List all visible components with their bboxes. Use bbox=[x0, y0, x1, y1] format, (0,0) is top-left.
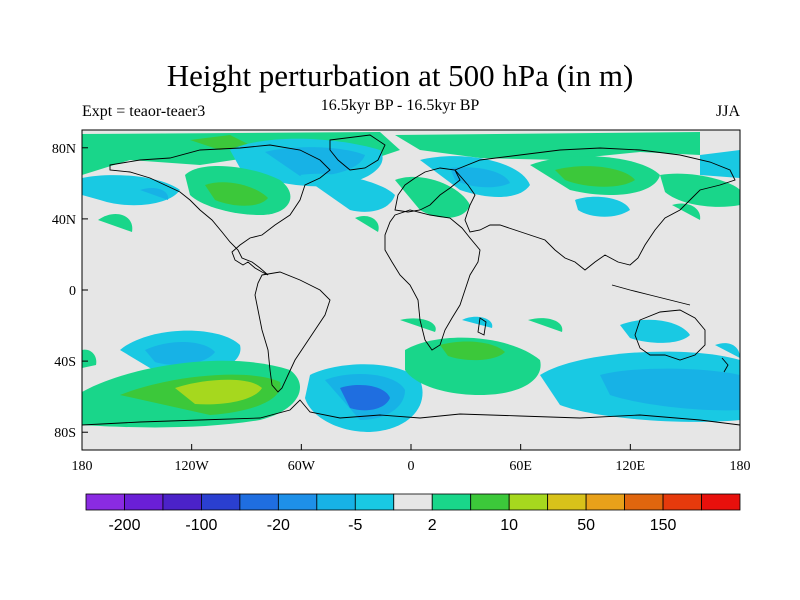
contour-patch bbox=[555, 166, 635, 187]
contour-patch bbox=[620, 319, 690, 343]
colorbar-swatch bbox=[162, 493, 202, 511]
lat-tick-label: 0 bbox=[69, 284, 76, 299]
contour-patch bbox=[300, 173, 395, 212]
colorbar-swatch bbox=[354, 493, 395, 511]
contour-patch bbox=[462, 316, 493, 328]
coastline-africa bbox=[384, 209, 481, 351]
colorbar-swatch bbox=[701, 493, 741, 511]
contour-patch bbox=[140, 188, 169, 200]
colorbar-swatch bbox=[547, 493, 587, 511]
colorbar-swatch bbox=[585, 493, 625, 511]
colorbar-swatch bbox=[239, 493, 279, 511]
lat-tick-label: 40N bbox=[52, 213, 76, 228]
contour-patch bbox=[265, 147, 365, 177]
contour-patch bbox=[205, 182, 268, 206]
colorbar-label: 10 bbox=[500, 517, 518, 534]
contour-patch bbox=[395, 132, 700, 160]
map-axes: 180 120W 60W 0 60E 120E 180 80N 40N 0 40S 80S bbox=[52, 142, 751, 474]
coastline-australia bbox=[634, 309, 706, 361]
contour-patch bbox=[715, 343, 740, 358]
contour-patch bbox=[450, 167, 510, 188]
lon-tick-label: 60E bbox=[509, 459, 532, 474]
lon-tick-label: 120E bbox=[616, 459, 646, 474]
contour-patch bbox=[355, 215, 379, 232]
colorbar-swatch bbox=[201, 493, 241, 511]
contour-patch bbox=[82, 175, 180, 206]
contour-patch bbox=[175, 379, 262, 405]
map-area bbox=[82, 130, 740, 450]
colorbar-swatch bbox=[316, 493, 356, 511]
colorbar-swatch bbox=[85, 493, 125, 511]
experiment-label: Expt = teaor-teaer3 bbox=[82, 103, 206, 120]
contour-patch bbox=[145, 341, 215, 365]
colorbar-label: -100 bbox=[185, 517, 217, 534]
colorbar-swatch bbox=[624, 493, 664, 511]
colorbar-swatch bbox=[393, 493, 433, 511]
lon-tick-label: 180 bbox=[72, 459, 93, 474]
colorbar-label: -5 bbox=[348, 517, 362, 534]
lon-tick-label: 120W bbox=[175, 459, 210, 474]
coastlines bbox=[82, 134, 740, 426]
colorbar: -200 -100 -20 -5 2 10 50 150 bbox=[85, 493, 741, 534]
contour-fills bbox=[82, 132, 740, 432]
coastline-madagascar bbox=[477, 317, 487, 336]
contour-patch bbox=[440, 341, 505, 361]
colorbar-label: 50 bbox=[577, 517, 595, 534]
coastline-greenland bbox=[329, 134, 386, 171]
colorbar-swatch bbox=[508, 493, 549, 511]
period-label: 16.5kyr BP - 16.5kyr BP bbox=[320, 97, 480, 114]
contour-patch bbox=[672, 203, 701, 220]
colorbar-label: 2 bbox=[428, 517, 437, 534]
colorbar-swatch bbox=[277, 493, 318, 511]
contour-patch bbox=[190, 135, 250, 150]
contour-patch bbox=[395, 176, 470, 218]
colorbar-label: 150 bbox=[650, 517, 677, 534]
contour-patch bbox=[528, 318, 563, 332]
lon-tick-label: 0 bbox=[408, 459, 415, 474]
coastline-asia bbox=[454, 147, 736, 271]
lon-tick-label: 180 bbox=[730, 459, 751, 474]
contour-patch bbox=[98, 213, 133, 232]
coastline-new-zealand bbox=[721, 357, 729, 373]
coastline-indonesia bbox=[611, 284, 691, 306]
coastline-north-america bbox=[109, 144, 331, 276]
contour-patch bbox=[340, 385, 390, 411]
lon-tick-label: 60W bbox=[288, 459, 316, 474]
contour-patch bbox=[600, 368, 740, 411]
lat-tick-label: 80S bbox=[54, 426, 76, 441]
contour-patch bbox=[82, 349, 97, 368]
contour-patch bbox=[405, 337, 541, 395]
colorbar-swatch bbox=[470, 493, 510, 511]
coastline-antarctica bbox=[82, 399, 740, 426]
lat-tick-label: 80N bbox=[52, 142, 76, 157]
lat-tick-label: 40S bbox=[54, 355, 76, 370]
colorbar-swatch bbox=[431, 493, 472, 511]
plot-title: Height perturbation at 500 hPa (in m) bbox=[166, 58, 634, 93]
season-label: JJA bbox=[715, 103, 740, 120]
colorbar-label: -200 bbox=[108, 517, 140, 534]
colorbar-swatch bbox=[124, 493, 164, 511]
colorbar-swatch bbox=[662, 493, 702, 511]
colorbar-label: -20 bbox=[267, 517, 290, 534]
coastline-south-america bbox=[254, 271, 331, 393]
coastline-europe bbox=[394, 167, 461, 213]
contour-patch bbox=[575, 196, 630, 217]
contour-patch bbox=[400, 318, 436, 332]
